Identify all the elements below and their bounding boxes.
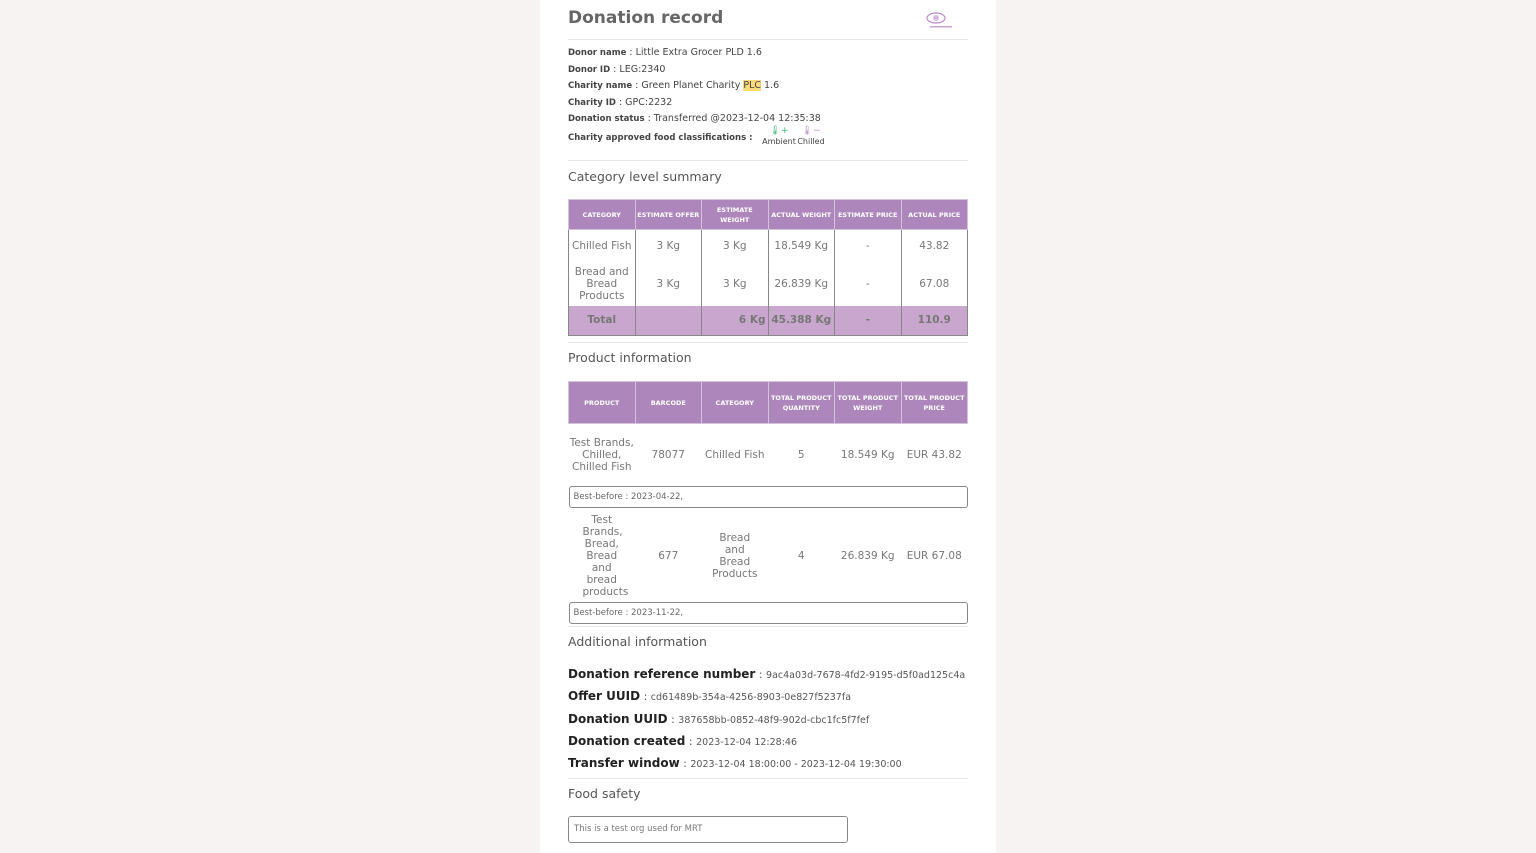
table-row: Test Brands, Chilled, Chilled Fish 78077 C… [569, 436, 962, 473]
foodcloud-logo [926, 12, 952, 28]
detail-charity-id: Charity ID : GPC:2232 [568, 96, 673, 108]
col-header: Total product weight [834, 381, 902, 424]
transfer-window: Transfer window : 2023-12-04 18:00:00 - … [568, 756, 902, 771]
offer-uuid: Offer UUID : cd61489b-354a-4256-8903-0e8… [568, 689, 852, 704]
col-header: Product [568, 381, 636, 424]
page-title: Donation record [568, 8, 724, 28]
detail-donation-status: Donation status : Transferred @2023-12-0… [568, 113, 821, 125]
donation-details: Donor name : Little Extra Grocer PLD 1.6… [568, 45, 968, 128]
col-header: Category [568, 199, 636, 230]
table-row: Chilled Fish 3 Kg 3 Kg 18.549 Kg -43.82 [568, 229, 968, 262]
donation-created: Donation created : 2023-12-04 12:28:46 [568, 733, 798, 748]
thermometer-plus-icon: 🌡+ [769, 126, 789, 136]
classification-chilled: Chilled [797, 137, 825, 146]
col-header: Category [701, 381, 769, 424]
additional-info: Donation reference number : 9ac4a03d-767… [568, 664, 968, 775]
col-header: Actual price [900, 199, 968, 230]
divider [568, 342, 968, 343]
best-before-field: Best-before : 2023-11-22, [568, 601, 968, 624]
food-safety-title: Food safety [568, 786, 641, 801]
col-header: Barcode [634, 381, 702, 424]
col-header: Total product price [900, 381, 968, 424]
classification-ambient: Ambient [762, 137, 796, 146]
total-row: Total 6 Kg 45.388 Kg -110.9 [568, 305, 968, 336]
additional-info-title: Additional information [568, 634, 707, 649]
donation-uuid: Donation UUID : 387658bb-0852-48f9-902d-… [568, 711, 870, 726]
col-header: Actual weight [767, 199, 835, 230]
donation-reference: Donation reference number : 9ac4a03d-767… [568, 667, 966, 681]
product-table: Product Barcode Category Total product quan… [568, 381, 968, 624]
divider [568, 160, 968, 161]
detail-donor-name: Donor name : Little Extra Grocer PLD 1.6 [568, 47, 762, 58]
detail-charity-name: Charity name : Green Planet Charity PLC … [568, 80, 780, 92]
classifications-label: Charity approved food classifications : [568, 133, 753, 143]
table-row: Test Brands, Bread, Bread and bread prod… [582, 513, 962, 598]
divider [568, 39, 968, 40]
thermometer-minus-icon: 🌡− [801, 126, 821, 136]
col-header: Total product quantity [767, 381, 835, 424]
food-safety-field[interactable]: This is a test org used for MRT [568, 816, 848, 843]
category-summary-title: Category level summary [568, 169, 722, 184]
category-summary-table: Category Estimate offer Estimate weight Act… [568, 199, 968, 336]
classifications: 🌡+ Ambient 🌡− Chilled [762, 125, 826, 146]
product-info-title: Product information [568, 350, 692, 365]
detail-donor-id: Donor ID : LEG:2340 [568, 63, 666, 75]
col-header: Estimate offer [634, 199, 702, 230]
table-row: Bread and Bread Products 3 Kg 3 Kg 26.839 K… [568, 261, 968, 306]
divider [568, 626, 968, 627]
col-header: Estimate weight [701, 199, 769, 230]
donation-record-page: Donation record Donor name : Little Extr… [540, 0, 996, 853]
divider [568, 778, 968, 779]
col-header: Estimate price [834, 199, 902, 230]
best-before-field: Best-before : 2023-04-22, [568, 485, 968, 508]
